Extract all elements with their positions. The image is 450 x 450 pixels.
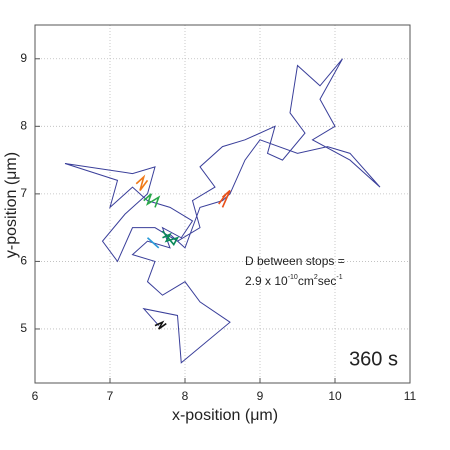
y-axis-label: y-position (μm)	[3, 152, 20, 258]
time-label: 360 s	[349, 348, 398, 370]
annotation-sup: -1	[336, 274, 342, 281]
y-tick-label: 6	[20, 254, 27, 268]
y-tick-label: 5	[20, 321, 27, 335]
x-tick-label: 9	[257, 389, 264, 403]
trajectory	[64, 58, 381, 364]
annotation-sup: 2	[314, 274, 318, 281]
x-tick-label: 11	[404, 389, 417, 403]
trajectory	[154, 320, 167, 330]
annotation-part: cm	[298, 274, 314, 288]
x-axis-label: x-position (μm)	[172, 407, 278, 424]
annotation-sup: -10	[288, 274, 298, 281]
annotation: D between stops =	[245, 254, 345, 268]
y-tick-label: 7	[20, 186, 27, 200]
trajectory	[135, 174, 149, 191]
annotation-part: sec	[318, 274, 337, 288]
x-tick-label: 10	[328, 389, 342, 403]
trajectory	[146, 237, 160, 249]
plot-frame	[34, 24, 411, 384]
x-tick-label: 8	[182, 389, 189, 403]
trajectory	[143, 193, 161, 208]
y-tick-label: 9	[20, 51, 27, 65]
x-tick-label: 7	[107, 389, 114, 403]
annotation-formula: 2.9 x 10-10cm2sec-1	[245, 274, 343, 288]
trajectory	[161, 230, 180, 246]
annotation-part: 2.9 x 10	[245, 274, 288, 288]
trajectory	[218, 189, 231, 208]
x-tick-label: 6	[32, 389, 39, 403]
y-tick-label: 8	[20, 118, 27, 132]
